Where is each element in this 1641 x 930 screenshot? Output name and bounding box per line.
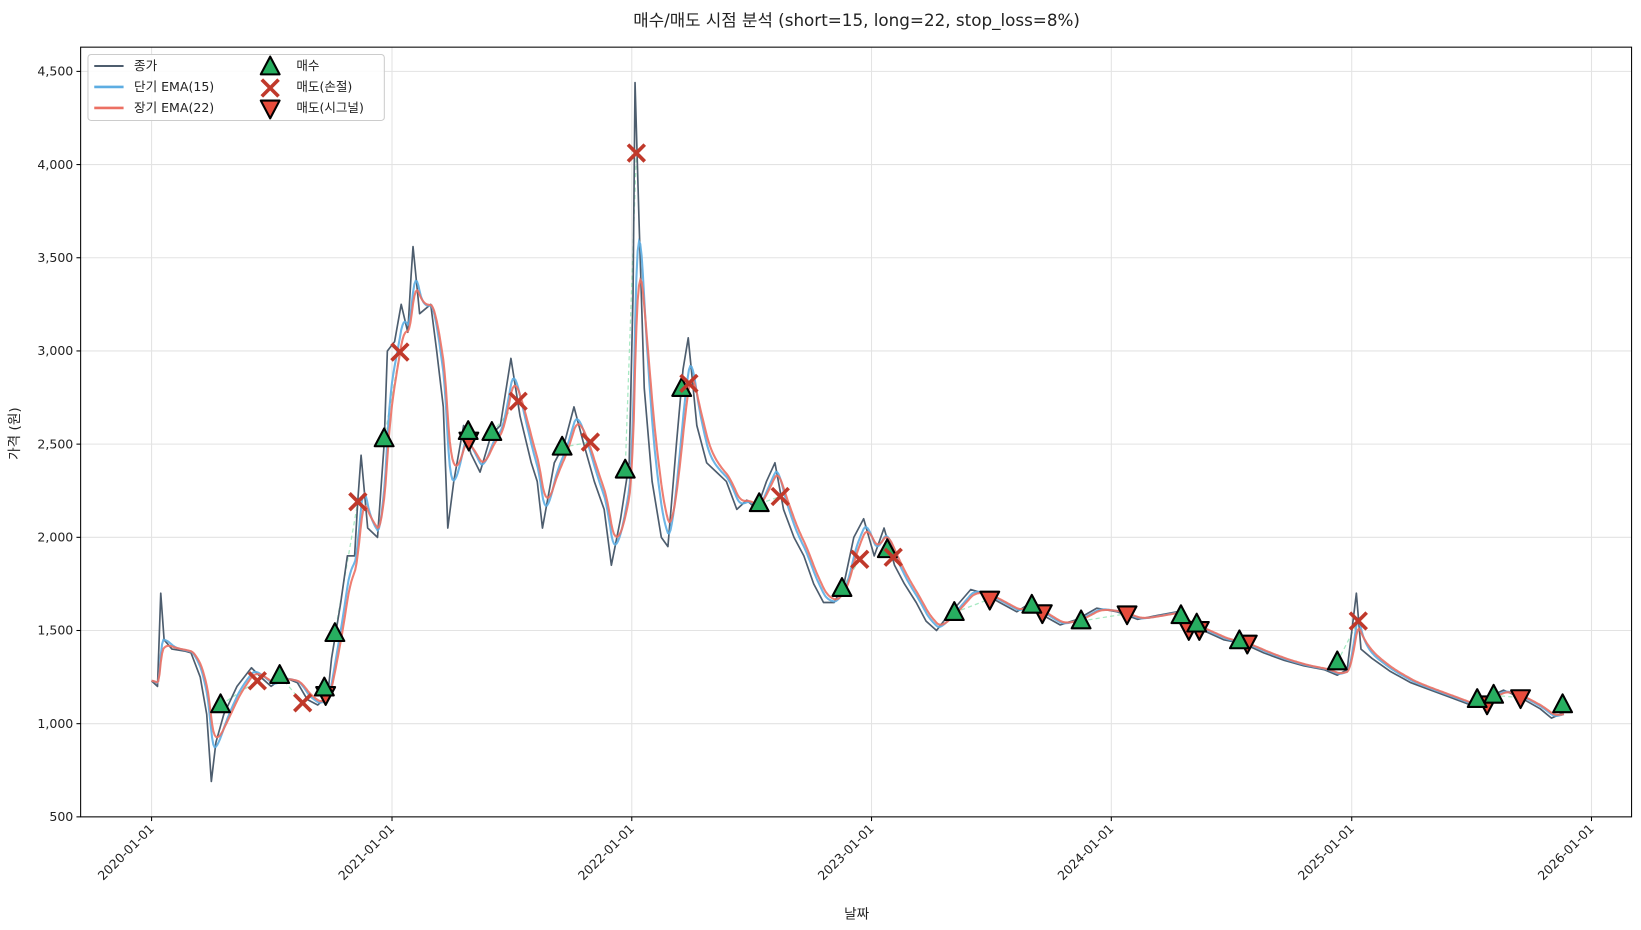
stop-loss-marker xyxy=(580,432,601,452)
stop-loss-marker xyxy=(508,391,528,411)
buy-marker xyxy=(1483,683,1505,704)
buy-marker xyxy=(1228,629,1250,650)
legend: 종가 단기 EMA(15) 장기 EMA(22) 매수 매도(손절) 매도(시그… xyxy=(87,53,385,121)
x-tick-label: 2023-01-01 xyxy=(815,821,877,883)
grid xyxy=(80,47,1632,818)
y-tick-label: 4,500 xyxy=(37,64,73,79)
trade-link xyxy=(1080,613,1128,622)
stop-loss-marker xyxy=(247,671,268,691)
stop-loss-marker xyxy=(770,486,790,507)
y-tick-label: 4,000 xyxy=(37,157,73,172)
y-tick-label: 3,500 xyxy=(37,250,73,265)
buy-marker xyxy=(748,492,770,513)
legend-buy: 매수 xyxy=(296,58,319,73)
buy-marker xyxy=(1021,593,1043,614)
legend-stop-loss-icon xyxy=(260,78,280,98)
x-axis-label: 날짜 xyxy=(844,906,870,922)
stop-loss-marker xyxy=(292,693,313,713)
chart-title: 매수/매도 시점 분석 (short=15, long=22, stop_los… xyxy=(633,10,1080,31)
buy-marker xyxy=(943,601,965,621)
buy-marker xyxy=(313,676,335,697)
y-tick-label: 1,500 xyxy=(37,623,73,638)
y-tick-label: 2,000 xyxy=(37,530,73,545)
y-tick-label: 500 xyxy=(49,809,73,824)
y-tick-label: 2,500 xyxy=(37,436,73,451)
legend-ema-long: 장기 EMA(22) xyxy=(134,100,214,115)
trade-link xyxy=(1336,620,1359,663)
legend-signal-sell-icon xyxy=(259,99,281,120)
buy-marker xyxy=(831,577,853,597)
buy-marker xyxy=(457,420,479,441)
x-tick-label: 2026-01-01 xyxy=(1535,821,1597,883)
x-tick-label: 2024-01-01 xyxy=(1054,821,1116,883)
buy-marker xyxy=(1552,693,1574,714)
legend-stop-loss: 매도(손절) xyxy=(296,79,352,94)
buy-marker xyxy=(324,622,346,643)
buy-marker xyxy=(1466,688,1488,709)
y-tick-label: 3,000 xyxy=(37,343,73,358)
legend-signal-sell: 매도(시그널) xyxy=(296,100,364,115)
stop-loss-marker xyxy=(348,492,368,512)
stop-loss-marker xyxy=(679,373,699,394)
legend-close: 종가 xyxy=(134,58,158,73)
trade-links xyxy=(220,152,1521,706)
x-tick-label: 2025-01-01 xyxy=(1295,821,1357,883)
x-tick-label: 2021-01-01 xyxy=(335,821,397,883)
legend-ema-short: 단기 EMA(15) xyxy=(134,79,214,94)
stop-loss-marker xyxy=(883,547,903,567)
buy-marker xyxy=(269,664,291,684)
stop-loss-marker xyxy=(1348,611,1368,631)
trade-link xyxy=(562,441,591,448)
trade-link xyxy=(954,598,991,614)
x-tick-label: 2020-01-01 xyxy=(95,821,157,883)
buy-marker xyxy=(614,458,636,479)
buy-marker xyxy=(1070,609,1092,630)
axes: 500 1,000 1,500 2,000 2,500 3,000 3,500 4,000 4,… xyxy=(37,64,1596,884)
buy-marker xyxy=(1326,650,1348,671)
buy-marker xyxy=(1186,612,1208,633)
y-tick-label: 1,000 xyxy=(37,716,73,731)
buy-marker xyxy=(373,427,395,448)
legend-buy-icon xyxy=(259,55,281,76)
y-axis-label: 가격 (원) xyxy=(7,407,23,460)
buy-marker xyxy=(1170,604,1192,625)
signal-sell-marker xyxy=(1116,605,1138,626)
stop-loss-marker xyxy=(850,549,870,569)
signal-sell-marker xyxy=(979,590,1001,611)
x-tick-label: 2022-01-01 xyxy=(575,821,637,883)
trade-markers xyxy=(210,143,1574,716)
buy-marker xyxy=(551,435,573,456)
stop-loss-marker xyxy=(626,143,647,163)
buy-marker xyxy=(481,421,503,441)
plot-frame xyxy=(80,46,1633,818)
buy-marker xyxy=(210,693,232,714)
signal-sell-marker xyxy=(1510,689,1532,710)
stop-loss-marker xyxy=(390,342,410,362)
buy-marker xyxy=(876,538,898,559)
